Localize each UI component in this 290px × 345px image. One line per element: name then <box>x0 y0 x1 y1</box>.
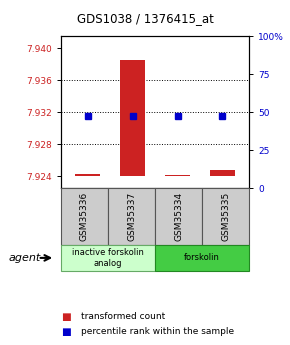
Text: percentile rank within the sample: percentile rank within the sample <box>81 327 234 336</box>
Text: inactive forskolin
analog: inactive forskolin analog <box>72 248 144 268</box>
Text: GSM35336: GSM35336 <box>80 192 89 241</box>
Text: ■: ■ <box>61 327 71 337</box>
Bar <box>165 175 190 176</box>
Text: GDS1038 / 1376415_at: GDS1038 / 1376415_at <box>77 12 213 25</box>
Text: transformed count: transformed count <box>81 312 166 321</box>
Bar <box>120 60 145 176</box>
Text: agent: agent <box>9 253 41 263</box>
Text: GSM35337: GSM35337 <box>127 192 136 241</box>
Text: ■: ■ <box>61 312 71 322</box>
Text: forskolin: forskolin <box>184 253 220 263</box>
Bar <box>210 170 235 176</box>
Text: GSM35335: GSM35335 <box>221 192 230 241</box>
Bar <box>75 175 100 176</box>
Text: GSM35334: GSM35334 <box>174 192 183 241</box>
